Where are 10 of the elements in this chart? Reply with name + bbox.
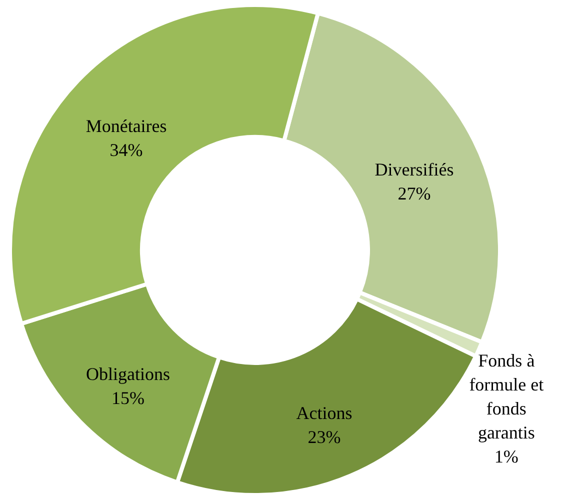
slice-label: Fonds à formule et fonds garantis — [469, 350, 544, 442]
slice-label: Monétaires — [86, 116, 167, 136]
data-label: 23% — [308, 426, 341, 447]
slice-label: Actions — [296, 402, 352, 423]
data-label: 27% — [398, 184, 431, 204]
data-label: 15% — [112, 388, 145, 408]
data-label: 1% — [494, 446, 518, 466]
data-label: 34% — [110, 140, 143, 160]
slice-label: Obligations — [86, 364, 170, 384]
slice-label: Diversifiés — [374, 160, 454, 180]
